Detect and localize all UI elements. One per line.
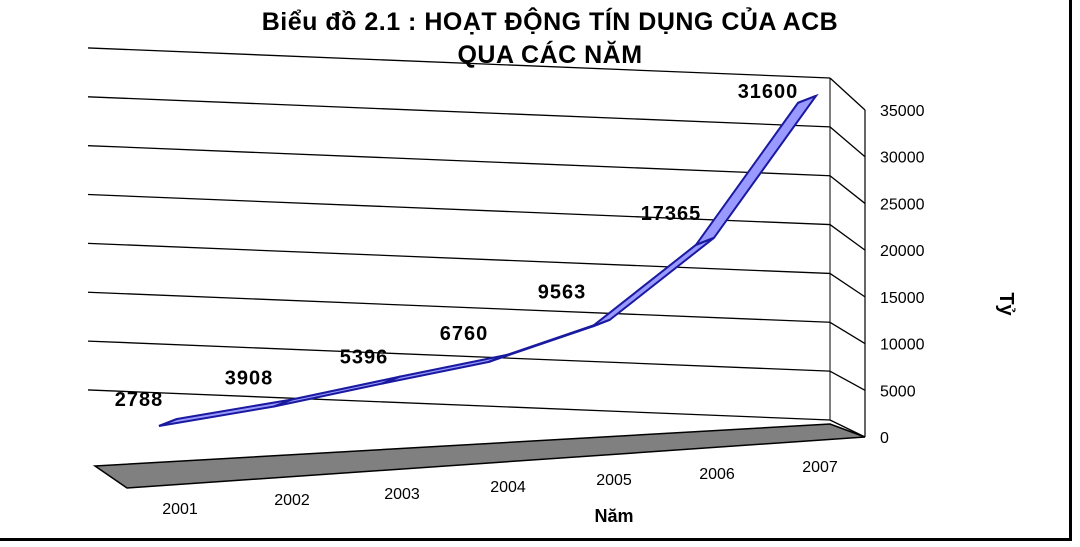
x-tick-label: 2001: [162, 501, 198, 518]
data-point: [591, 318, 611, 328]
data-point: [797, 94, 817, 104]
gridline: [87, 96, 831, 128]
x-tick-label: 2004: [490, 479, 526, 496]
y-tick-label: 20000: [880, 243, 925, 260]
chart-floor: [92, 423, 866, 489]
y-tick-label: 0: [880, 430, 889, 447]
series-ribbon-segment: [693, 93, 819, 247]
series-ribbon-segment: [381, 353, 508, 385]
gridline-side: [829, 224, 866, 251]
gridline-side: [829, 77, 866, 111]
x-tick-label: 2007: [802, 459, 838, 476]
chart-title-line-1: Biểu đồ 2.1 : HOẠT ĐỘNG TÍN DỤNG CỦA ACB: [261, 8, 839, 36]
gridline-side: [829, 321, 866, 345]
x-tick-label: 2003: [384, 486, 420, 503]
x-tick-label: 2006: [699, 466, 735, 483]
series-ribbon-segment: [591, 236, 715, 328]
data-label: 3908: [225, 367, 274, 389]
gridline: [87, 340, 831, 372]
data-label: 31600: [738, 81, 799, 103]
data-label: 5396: [340, 347, 389, 369]
gridline-side: [829, 272, 866, 298]
gridline: [87, 242, 831, 275]
y-tick-label: 25000: [880, 196, 925, 213]
y-tick-label: 10000: [880, 337, 925, 354]
gridline: [87, 193, 831, 226]
gridline-side: [829, 126, 866, 158]
gridline: [87, 291, 831, 323]
y-tick-label: 5000: [880, 383, 916, 400]
data-label: 9563: [538, 282, 587, 304]
gridline: [87, 389, 831, 421]
data-point: [695, 236, 715, 246]
y-axis-title: Tỷ: [995, 292, 1017, 316]
gridline: [87, 47, 831, 79]
data-point: [158, 418, 178, 427]
y-tick-label: 15000: [880, 290, 925, 307]
y-tick-label: 30000: [880, 150, 925, 167]
data-point: [273, 398, 293, 408]
x-axis-title: Năm: [594, 506, 633, 526]
x-tick-label: 2005: [596, 472, 632, 489]
series-ribbon-segment: [158, 398, 293, 427]
gridline: [87, 145, 831, 177]
data-label: 2788: [115, 389, 164, 411]
gridline-side: [829, 175, 866, 204]
data-label: 17365: [641, 203, 702, 225]
data-point: [381, 375, 401, 385]
x-tick-label: 2002: [274, 492, 310, 509]
y-tick-label: 35000: [880, 103, 925, 120]
data-point: [488, 353, 508, 363]
data-label: 6760: [440, 323, 489, 345]
gridline-side: [829, 370, 866, 391]
